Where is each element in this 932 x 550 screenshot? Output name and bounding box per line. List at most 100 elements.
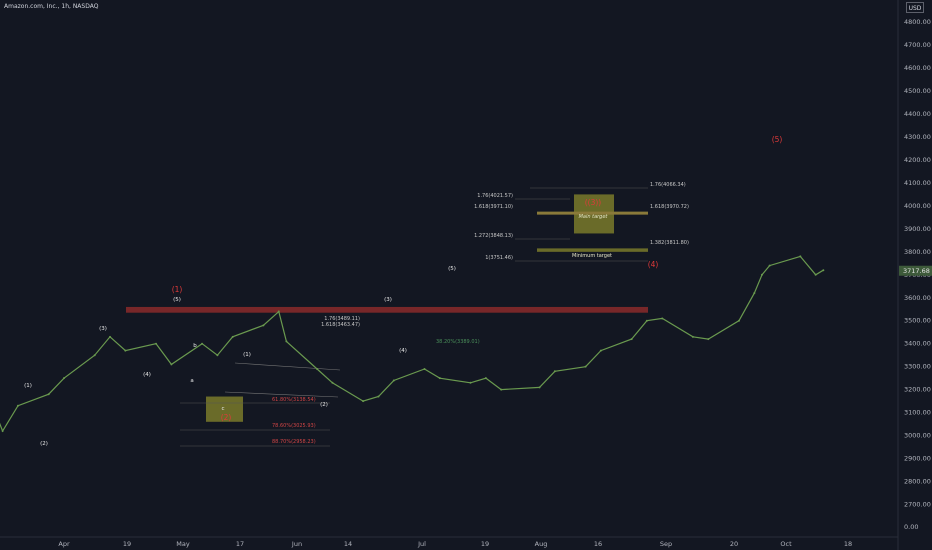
price-point <box>109 335 112 338</box>
x-tick-label: 17 <box>236 540 244 548</box>
wave-label: (3) <box>384 297 392 303</box>
price-point <box>277 310 280 313</box>
current-price-badge <box>899 265 932 276</box>
y-tick-label: 4200.00 <box>904 156 931 164</box>
y-tick-label: 3400.00 <box>904 340 931 348</box>
price-point <box>377 395 380 398</box>
y-tick-label: 3200.00 <box>904 386 931 394</box>
wave-label-red: (2) <box>221 413 232 422</box>
price-point <box>170 363 173 366</box>
y-tick-label: 3500.00 <box>904 317 931 325</box>
wave-label: (2) <box>320 402 328 408</box>
price-point <box>155 342 158 345</box>
price-point <box>316 367 319 370</box>
wave-label: c <box>221 406 224 412</box>
x-tick-label: May <box>176 540 190 548</box>
wave-label-red: (1) <box>172 285 183 294</box>
price-point <box>362 400 365 403</box>
price-point <box>645 319 648 322</box>
wave-label: (3) <box>99 326 107 332</box>
x-tick-label: Apr <box>58 540 70 548</box>
target-zone <box>206 396 243 422</box>
price-point <box>231 335 234 338</box>
chart-title: Amazon.com, Inc., 1h, NASDAQ <box>4 3 99 10</box>
price-point <box>691 335 694 338</box>
price-point <box>285 340 288 343</box>
price-point <box>392 379 395 382</box>
fib-level-label: 1.618(3463.47) <box>321 322 360 328</box>
fib-level-label: 1.382(3811.80) <box>650 240 689 246</box>
price-point <box>553 370 556 373</box>
fib-level-label: 1.76(3489.11) <box>324 316 360 322</box>
y-tick-label: 4400.00 <box>904 110 931 118</box>
fib-level-label: 88.70%(2958.23) <box>272 439 316 445</box>
price-point <box>584 365 587 368</box>
wave-label: (5) <box>173 297 181 303</box>
price-point <box>760 273 763 276</box>
x-tick-label: Jul <box>417 540 426 548</box>
y-tick-label: 3000.00 <box>904 432 931 440</box>
fib-level-label: 78.60%(3025.93) <box>272 423 316 429</box>
price-point <box>484 377 487 380</box>
price-point <box>331 381 334 384</box>
fib-level-label: 1.272(3848.13) <box>474 233 513 239</box>
price-point <box>1 429 4 432</box>
price-point <box>47 393 50 396</box>
fib-level-label: 1.618(3971.10) <box>474 204 513 210</box>
y-tick-label: 3600.00 <box>904 294 931 302</box>
fib-level-label: 1.76(4021.57) <box>477 193 513 199</box>
y-tick-label: 0.00 <box>904 523 918 531</box>
y-tick-label: 2800.00 <box>904 478 931 486</box>
price-point <box>822 269 825 272</box>
channel-line <box>224 391 339 398</box>
wave-label: (1) <box>24 383 32 389</box>
price-point <box>707 338 710 341</box>
y-tick-label: 4100.00 <box>904 179 931 187</box>
x-tick-label: 14 <box>344 540 352 548</box>
main-target-label: Main target <box>579 214 609 220</box>
x-tick-label: 18 <box>844 540 852 548</box>
price-point <box>737 319 740 322</box>
price-point <box>500 388 503 391</box>
y-tick-label: 2900.00 <box>904 455 931 463</box>
target-zone <box>126 306 648 313</box>
x-tick-label: 20 <box>730 540 738 548</box>
price-point <box>423 367 426 370</box>
price-point <box>216 354 219 357</box>
channel-line <box>234 362 341 371</box>
y-tick-label: 3300.00 <box>904 363 931 371</box>
x-tick-label: Oct <box>780 540 792 548</box>
y-tick-label: 4700.00 <box>904 41 931 49</box>
price-point <box>438 377 441 380</box>
price-line <box>0 255 824 433</box>
x-tick-label: Jun <box>291 540 302 548</box>
price-point <box>16 404 19 407</box>
fib-level-label: 38.20%(3389.01) <box>436 339 480 345</box>
price-point <box>262 324 265 327</box>
wave-label: (4) <box>399 348 407 354</box>
current-price-label: 3717.68 <box>903 267 930 275</box>
fib-level-label: 1.76(4066.34) <box>650 182 686 188</box>
price-point <box>93 354 96 357</box>
y-tick-label: 3800.00 <box>904 248 931 256</box>
x-tick-label: 19 <box>123 540 131 548</box>
wave-label: (5) <box>448 266 456 272</box>
price-point <box>814 273 817 276</box>
main-target-band <box>537 211 648 215</box>
y-tick-label: 4500.00 <box>904 87 931 95</box>
fib-level-label: 1(3751.46) <box>485 255 513 261</box>
y-tick-label: 3100.00 <box>904 409 931 417</box>
price-point <box>124 349 127 352</box>
y-tick-label: 2700.00 <box>904 501 931 509</box>
wave-label: b <box>193 343 197 349</box>
price-point <box>201 342 204 345</box>
price-point <box>469 381 472 384</box>
wave-label-red: (5) <box>772 135 783 144</box>
price-point <box>630 338 633 341</box>
price-point <box>768 264 771 267</box>
wave-label: (4) <box>143 372 151 378</box>
currency-badge[interactable]: USD <box>906 2 924 13</box>
y-tick-label: 4300.00 <box>904 133 931 141</box>
wave-label: (2) <box>40 441 48 447</box>
